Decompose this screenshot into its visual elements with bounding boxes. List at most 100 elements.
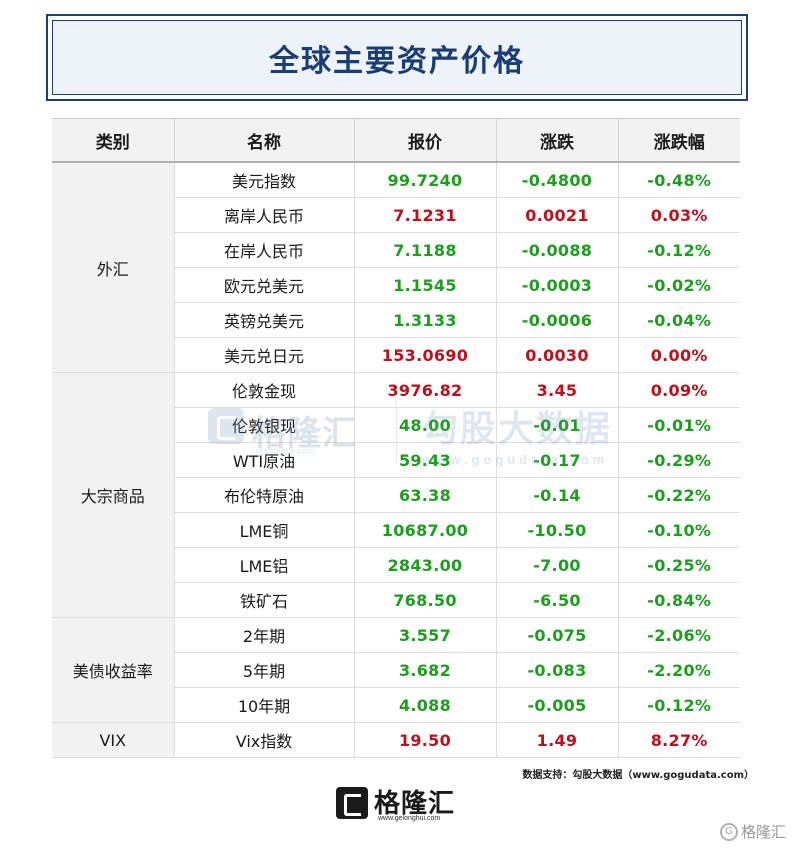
page-title: 全球主要资产价格 [269,43,525,79]
asset-name-cell: 欧元兑美元 [174,267,355,303]
change-pct-cell: -0.04% [618,302,740,338]
change-cell: 0.0021 [496,197,619,233]
change-cell: -7.00 [496,547,619,583]
price-cell: 768.50 [354,582,497,618]
gelonghui-mark-icon: G [719,822,738,841]
table-row: VIX Vix指数 19.50 1.49 8.27% [52,722,740,758]
price-cell: 3976.82 [354,372,497,408]
change-pct-cell: -0.12% [618,232,740,268]
change-pct-cell: -0.10% [618,512,740,548]
table-row: 美元兑日元 153.0690 0.0030 0.00% [52,337,740,373]
asset-name-cell: 美元指数 [174,162,355,198]
asset-name-cell: LME铝 [174,547,355,583]
asset-name-cell: 美元兑日元 [174,337,355,373]
title-banner: 全球主要资产价格 [46,14,748,101]
price-cell: 63.38 [354,477,497,513]
table-row: LME铜 10687.00 -10.50 -0.10% [52,512,740,548]
change-pct-cell: 8.27% [618,722,740,758]
footer-logo: 格隆汇 www.gelonghui.com [336,783,461,827]
change-pct-cell: -0.01% [618,407,740,443]
change-pct-cell: 0.00% [618,337,740,373]
asset-name-cell: 伦敦银现 [174,407,355,443]
change-cell: -0.4800 [496,162,619,198]
table-row: 5年期 3.682 -0.083 -2.20% [52,652,740,688]
change-cell: 1.49 [496,722,619,758]
price-cell: 7.1188 [354,232,497,268]
table-row: 伦敦银现 48.00 -0.01 -0.01% [52,407,740,443]
corner-watermark-text: 格隆汇 [740,824,786,841]
price-cell: 2843.00 [354,547,497,583]
price-cell: 19.50 [354,722,497,758]
change-cell: -10.50 [496,512,619,548]
price-cell: 4.088 [354,687,497,723]
change-pct-cell: -0.22% [618,477,740,513]
change-pct-cell: -0.29% [618,442,740,478]
change-cell: -0.075 [496,617,619,653]
header-category: 类别 [52,118,175,163]
asset-name-cell: 英镑兑美元 [174,302,355,338]
change-cell: -0.0088 [496,232,619,268]
header-name: 名称 [174,118,355,163]
table-row: 布伦特原油 63.38 -0.14 -0.22% [52,477,740,513]
table-row: 10年期 4.088 -0.005 -0.12% [52,687,740,723]
asset-name-cell: 10年期 [174,687,355,723]
price-cell: 1.1545 [354,267,497,303]
table-row: 英镑兑美元 1.3133 -0.0006 -0.04% [52,302,740,338]
price-cell: 1.3133 [354,302,497,338]
price-cell: 99.7240 [354,162,497,198]
price-cell: 3.557 [354,617,497,653]
category-cell: 大宗商品 [52,372,175,618]
table-row: 美债收益率 2年期 3.557 -0.075 -2.06% [52,617,740,723]
header-price: 报价 [354,118,497,163]
change-pct-cell: -0.12% [618,687,740,723]
footer-logo-text: 格隆汇 [374,788,456,818]
asset-name-cell: 布伦特原油 [174,477,355,513]
price-cell: 48.00 [354,407,497,443]
table-body: 外汇 美元指数 99.7240 -0.4800 -0.48% 离岸人民币 7.1231 0.0… [52,162,740,758]
category-cell: 外汇 [52,162,175,373]
change-pct-cell: -2.20% [618,652,740,688]
asset-name-cell: WTI原油 [174,442,355,478]
change-cell: -0.083 [496,652,619,688]
gelonghui-logo-icon [336,787,368,819]
category-cell: 美债收益率 [52,617,175,723]
asset-name-cell: LME铜 [174,512,355,548]
change-cell: -0.17 [496,442,619,478]
change-pct-cell: 0.03% [618,197,740,233]
asset-name-cell: 离岸人民币 [174,197,355,233]
table-row: 在岸人民币 7.1188 -0.0088 -0.12% [52,232,740,268]
change-cell: -0.005 [496,687,619,723]
footer-logo-url: www.gelonghui.com [378,815,441,822]
asset-name-cell: Vix指数 [174,722,355,758]
price-cell: 3.682 [354,652,497,688]
change-pct-cell: -2.06% [618,617,740,653]
price-cell: 7.1231 [354,197,497,233]
change-cell: 3.45 [496,372,619,408]
asset-name-cell: 伦敦金现 [174,372,355,408]
asset-price-table: 类别 名称 报价 涨跌 涨跌幅 外汇 美元指数 99.7240 -0.4800 -0.4… [52,118,740,758]
header-change: 涨跌 [496,118,619,163]
corner-watermark: G 格隆汇 [719,821,786,842]
title-inner: 全球主要资产价格 [52,20,742,95]
header-change-pct: 涨跌幅 [618,118,740,163]
change-pct-cell: -0.25% [618,547,740,583]
asset-name-cell: 2年期 [174,617,355,653]
change-cell: 0.0030 [496,337,619,373]
change-cell: -0.14 [496,477,619,513]
change-pct-cell: 0.09% [618,372,740,408]
table-row: 大宗商品 伦敦金现 3976.82 3.45 0.09% [52,372,740,618]
price-cell: 10687.00 [354,512,497,548]
change-pct-cell: -0.02% [618,267,740,303]
price-cell: 59.43 [354,442,497,478]
asset-name-cell: 5年期 [174,652,355,688]
change-cell: -6.50 [496,582,619,618]
header-row: 类别 名称 报价 涨跌 涨跌幅 [52,118,740,163]
table-row: 外汇 美元指数 99.7240 -0.4800 -0.48% [52,162,740,373]
table-row: 离岸人民币 7.1231 0.0021 0.03% [52,197,740,233]
asset-name-cell: 在岸人民币 [174,232,355,268]
category-cell: VIX [52,722,175,758]
asset-name-cell: 铁矿石 [174,582,355,618]
table-row: LME铝 2843.00 -7.00 -0.25% [52,547,740,583]
table-row: WTI原油 59.43 -0.17 -0.29% [52,442,740,478]
change-cell: -0.01 [496,407,619,443]
